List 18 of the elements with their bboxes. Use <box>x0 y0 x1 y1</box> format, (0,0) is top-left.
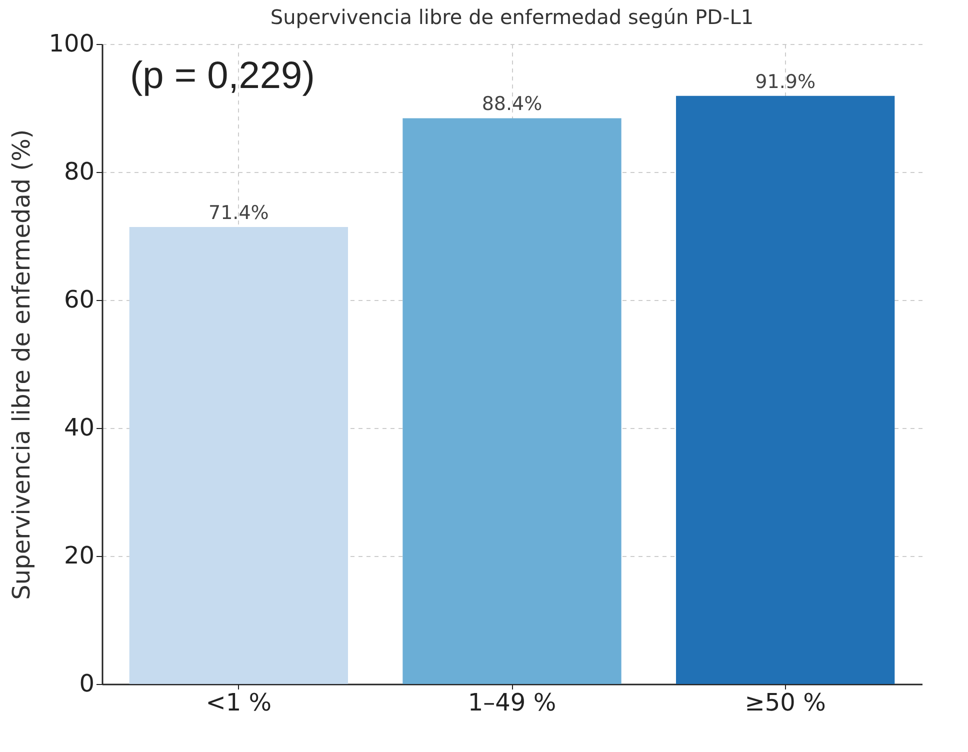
x-tick-label: ≥50 % <box>744 688 826 716</box>
x-tick-label: 1–49 % <box>468 688 556 716</box>
y-axis-title: Supervivencia libre de enfermedad (%) <box>8 129 36 600</box>
bar <box>676 96 895 684</box>
data-label: 71.4% <box>208 202 269 224</box>
data-label: 91.9% <box>755 70 816 93</box>
annotation: (p = 0,229) <box>130 55 315 97</box>
y-tick-label: 0 <box>79 670 94 698</box>
y-tick-label: 20 <box>64 542 94 570</box>
x-tick-label: <1 % <box>206 688 272 716</box>
chart-title: Supervivencia libre de enfermedad según PD-L1 <box>270 5 754 29</box>
data-label: 88.4% <box>482 93 542 116</box>
y-tick-label: 40 <box>64 414 94 442</box>
bar <box>129 227 348 684</box>
y-tick-label: 80 <box>64 158 94 186</box>
bar <box>402 118 622 684</box>
y-tick-label: 60 <box>64 286 94 314</box>
y-tick-label: 100 <box>48 30 94 58</box>
